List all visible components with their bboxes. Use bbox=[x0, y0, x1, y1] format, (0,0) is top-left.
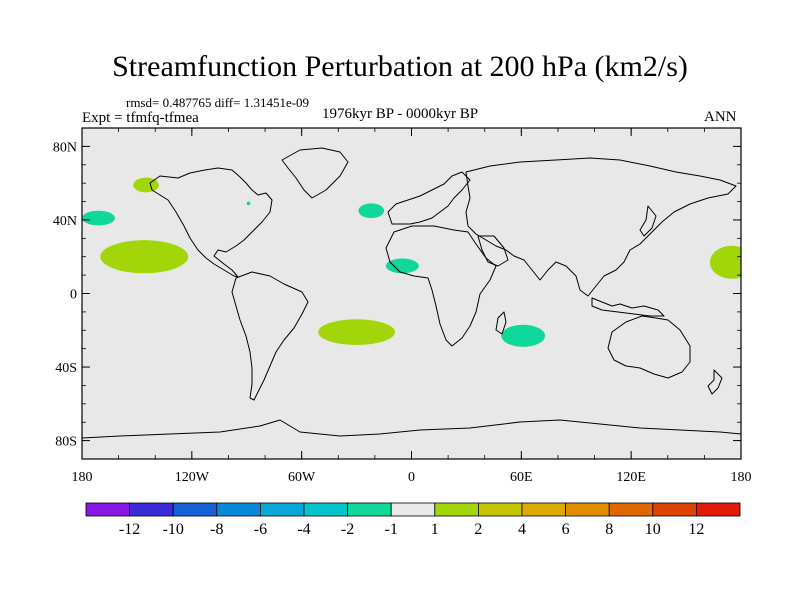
lat-tick-label: 80N bbox=[53, 140, 77, 155]
lon-tick-label: 120E bbox=[616, 470, 646, 485]
lat-tick-label: 0 bbox=[70, 288, 77, 303]
colorbar-label: -4 bbox=[297, 521, 310, 538]
colorbar-swatch bbox=[608, 502, 654, 517]
colorbar-swatch bbox=[652, 502, 697, 517]
colorbar-label: 10 bbox=[645, 521, 661, 538]
colorbar-swatch bbox=[521, 502, 566, 517]
coastline-new-zealand bbox=[707, 369, 723, 395]
coastline-japan bbox=[639, 205, 657, 237]
colorbar-swatch bbox=[565, 502, 610, 517]
anomaly-region bbox=[385, 258, 419, 274]
coastline-arabia bbox=[477, 235, 509, 267]
anomaly-region bbox=[501, 324, 546, 347]
colorbar-label: 1 bbox=[431, 521, 439, 538]
colorbar-swatch bbox=[390, 502, 436, 517]
time-period-label: 1976kyr BP - 0000kyr BP bbox=[322, 106, 479, 122]
colorbar-swatch bbox=[172, 502, 218, 517]
colorbar-label: 2 bbox=[474, 521, 482, 538]
rmsd-diff-stats: rmsd= 0.487765 diff= 1.31451e-09 bbox=[126, 95, 310, 110]
colorbar-swatch bbox=[303, 502, 348, 517]
plot-title: Streamfunction Perturbation at 200 hPa (… bbox=[112, 50, 688, 83]
colorbar-label: -12 bbox=[119, 521, 140, 538]
lat-tick-label: 40N bbox=[53, 214, 77, 229]
coastline-indonesia bbox=[591, 297, 665, 317]
anomaly-region bbox=[82, 210, 115, 226]
colorbar-label: 6 bbox=[562, 521, 570, 538]
anomaly-region bbox=[100, 240, 189, 274]
colorbar-swatch bbox=[85, 502, 130, 517]
coastline-australia bbox=[607, 315, 691, 379]
colorbar-label: -6 bbox=[254, 521, 267, 538]
longitude-axis: 180 120W 60W 0 60E 120E 180 bbox=[72, 128, 752, 485]
lat-tick-label: 40S bbox=[55, 361, 77, 376]
season-label: ANN bbox=[704, 109, 737, 125]
anomaly-region bbox=[246, 201, 251, 206]
colorbar-swatch bbox=[259, 502, 305, 517]
coastline-asia bbox=[465, 157, 737, 297]
coastline-north-america bbox=[149, 167, 273, 278]
lon-tick-label: 0 bbox=[408, 470, 415, 485]
coastline-madagascar bbox=[495, 311, 507, 335]
anomaly-region bbox=[318, 319, 396, 345]
anomaly-region bbox=[709, 245, 741, 279]
colorbar-swatch bbox=[477, 502, 523, 517]
colorbar-label: -10 bbox=[163, 521, 184, 538]
coastline-antarctica bbox=[82, 419, 741, 439]
colorbar-label: 12 bbox=[688, 521, 704, 538]
coastline-europe bbox=[387, 171, 471, 225]
colorbar-label: -2 bbox=[341, 521, 354, 538]
colorbar: -12 -10 -8 -6 -4 -2 -1 1 2 4 6 8 10 12 bbox=[85, 502, 741, 538]
lon-tick-label: 120W bbox=[175, 470, 210, 485]
colorbar-label: -1 bbox=[385, 521, 398, 538]
coastline-greenland bbox=[281, 147, 349, 199]
lon-tick-label: 180 bbox=[731, 470, 752, 485]
colorbar-swatch bbox=[347, 502, 392, 517]
coastline-south-america bbox=[231, 271, 309, 401]
coastlines bbox=[82, 147, 741, 439]
colorbar-swatch bbox=[129, 502, 174, 517]
map-background bbox=[82, 128, 741, 459]
lon-tick-label: 60W bbox=[288, 470, 316, 485]
colorbar-label: 8 bbox=[605, 521, 613, 538]
lat-tick-label: 80S bbox=[55, 435, 77, 450]
latitude-axis: 80N 40N 0 40S 80S bbox=[53, 127, 741, 460]
colorbar-swatch bbox=[434, 502, 479, 517]
lon-tick-label: 180 bbox=[72, 470, 93, 485]
colorbar-swatch bbox=[696, 502, 741, 517]
coastline-africa bbox=[385, 225, 497, 347]
colorbar-label: 4 bbox=[518, 521, 526, 538]
experiment-label: Expt = tfmfq-tfmea bbox=[82, 110, 199, 126]
colorbar-label: -8 bbox=[210, 521, 223, 538]
anomaly-region bbox=[358, 203, 385, 219]
lon-tick-label: 60E bbox=[510, 470, 533, 485]
colorbar-swatch bbox=[216, 502, 261, 517]
